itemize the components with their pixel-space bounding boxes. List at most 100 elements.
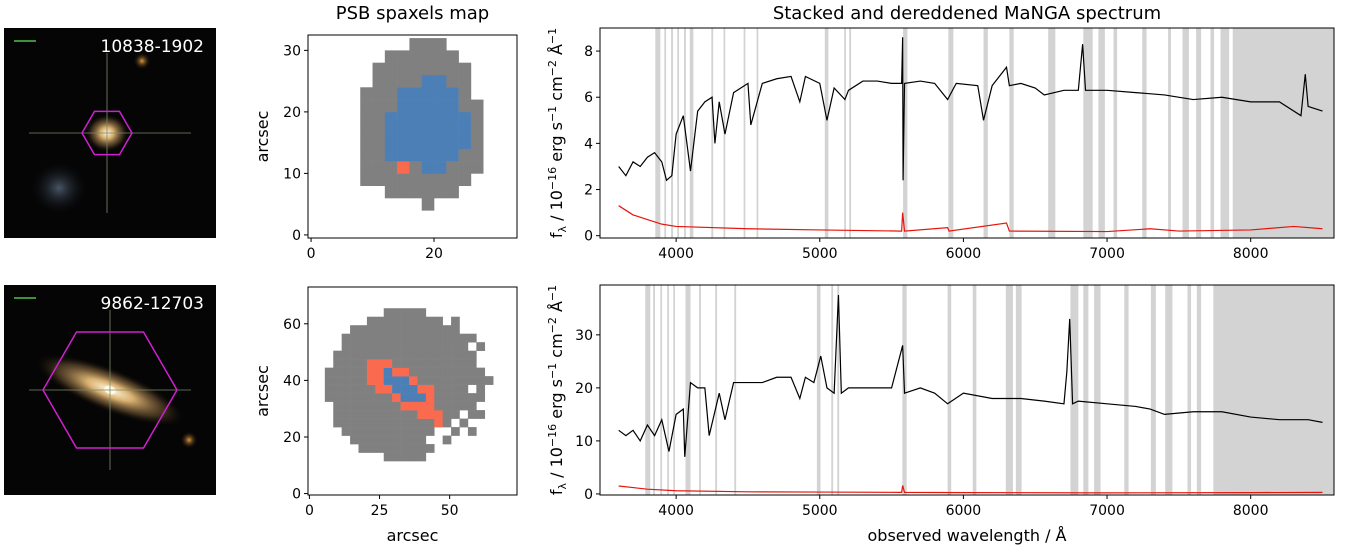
masked-region [1048, 28, 1056, 238]
axes-frame [307, 34, 518, 239]
spaxel [408, 308, 418, 318]
spaxel [417, 367, 427, 377]
masked-region [1210, 28, 1215, 238]
masked-region [1220, 28, 1230, 238]
spaxel [446, 111, 459, 125]
y-axis-label: arcsec [253, 365, 272, 417]
spaxel [397, 185, 410, 199]
spaxel [458, 173, 472, 187]
x-tick-label: 8000 [1233, 503, 1269, 519]
spaxel [421, 185, 435, 199]
spaxel [421, 99, 435, 113]
spaxel [384, 136, 398, 150]
spaxel [425, 342, 435, 351]
spaxel [451, 350, 460, 360]
spaxel [400, 350, 410, 360]
spaxel [451, 384, 460, 394]
x-tick-label: 7000 [1089, 246, 1125, 262]
masked-region [824, 28, 829, 238]
spaxel [442, 342, 452, 351]
spaxel [467, 350, 477, 360]
spaxel [467, 401, 477, 411]
spaxel [383, 359, 393, 368]
masked-region [711, 28, 714, 238]
spaxel [324, 376, 334, 385]
spaxel [397, 62, 410, 76]
spaxel [350, 325, 359, 334]
masked-region [1094, 285, 1101, 495]
y-axis-label-part: λ [556, 482, 569, 489]
spaxel [442, 359, 452, 368]
spaxel [459, 350, 469, 360]
spaxel [434, 50, 447, 63]
spaxel [458, 62, 472, 76]
spaxel [434, 333, 443, 343]
y-axis-label-part: −1 [546, 285, 559, 301]
spaxel [341, 350, 351, 360]
spaxel [392, 308, 401, 318]
spaxel [451, 359, 460, 368]
spaxel [333, 384, 342, 394]
spaxel [446, 173, 459, 187]
spaxel [434, 384, 443, 394]
masked-region [1070, 285, 1079, 495]
spaxel [392, 376, 401, 385]
x-axis-label: observed wavelength / Å [868, 526, 1067, 545]
spaxel [408, 333, 418, 343]
spaxel [366, 359, 376, 368]
masked-region [1009, 28, 1014, 238]
spaxel [366, 401, 376, 411]
spaxel [434, 350, 443, 360]
spaxel [372, 161, 386, 174]
spaxel [375, 393, 385, 402]
x-tick-label: 5000 [802, 246, 838, 262]
spaxel [421, 38, 435, 51]
spaxel [409, 99, 423, 113]
y-tick-label: 8 [584, 44, 593, 60]
spaxel [434, 316, 443, 326]
x-tick-label: 25 [371, 503, 389, 519]
spaxel [434, 367, 443, 377]
spaxel [324, 393, 334, 402]
spaxel [383, 418, 393, 428]
spaxel [350, 342, 359, 351]
x-tick-label: 20 [425, 246, 443, 262]
spaxel [467, 333, 477, 343]
y-axis-label-part: −1 [546, 106, 559, 122]
spaxel [442, 367, 452, 377]
spaxel [375, 376, 385, 385]
spaxel [470, 161, 484, 174]
spaxel [358, 418, 368, 428]
spaxel [375, 410, 385, 419]
spaxel [400, 325, 410, 334]
spaxel [442, 418, 452, 428]
spaxel [341, 401, 351, 411]
spaxel [375, 333, 385, 343]
spaxel [434, 325, 443, 334]
y-axis-label-part: −1 [546, 28, 559, 44]
ifu-footprint [81, 110, 133, 156]
spaxel [434, 136, 447, 150]
spaxel [409, 87, 423, 100]
spaxel [458, 74, 472, 88]
spaxel [409, 173, 423, 187]
spaxel [375, 435, 385, 445]
spaxel [383, 308, 393, 318]
spaxel [358, 427, 368, 436]
spaxel [446, 185, 459, 199]
spaxel [397, 111, 410, 125]
spaxel [358, 444, 368, 453]
spaxel [451, 401, 460, 411]
spaxel [358, 435, 368, 445]
spaxel [442, 325, 452, 334]
spaxel [360, 161, 373, 174]
y-axis-label-part: erg s [547, 379, 566, 424]
spaxel [372, 148, 386, 162]
spaxel [350, 350, 359, 360]
faint-galaxy [29, 160, 89, 216]
spaxel [459, 418, 469, 428]
spaxel [442, 376, 452, 385]
spaxel [459, 342, 469, 351]
axes-frame [307, 286, 518, 496]
